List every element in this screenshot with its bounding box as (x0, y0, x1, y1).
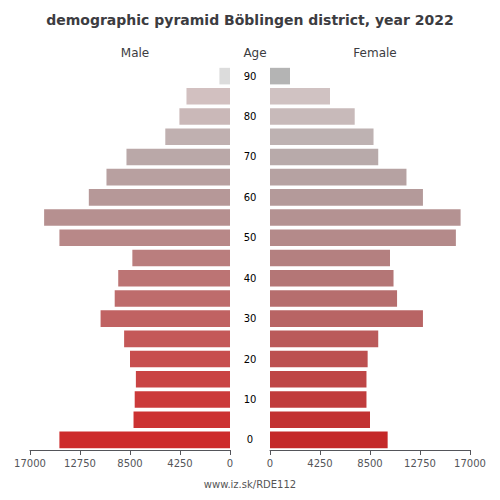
svg-text:30: 30 (244, 313, 257, 324)
svg-text:www.iz.sk/RDE112: www.iz.sk/RDE112 (204, 479, 296, 490)
svg-text:8500: 8500 (117, 458, 142, 469)
svg-text:60: 60 (244, 192, 257, 203)
svg-text:40: 40 (244, 273, 257, 284)
svg-text:20: 20 (244, 354, 257, 365)
svg-text:0: 0 (267, 458, 273, 469)
svg-text:Male: Male (121, 46, 149, 60)
svg-text:80: 80 (244, 111, 257, 122)
svg-text:4250: 4250 (167, 458, 192, 469)
svg-text:demographic pyramid Böblingen: demographic pyramid Böblingen district, … (46, 12, 454, 28)
svg-text:Age: Age (243, 46, 266, 60)
svg-text:12750: 12750 (404, 458, 436, 469)
svg-text:50: 50 (244, 232, 257, 243)
svg-text:12750: 12750 (64, 458, 96, 469)
svg-text:4250: 4250 (307, 458, 332, 469)
svg-text:17000: 17000 (454, 458, 486, 469)
svg-text:8500: 8500 (357, 458, 382, 469)
svg-text:70: 70 (244, 151, 257, 162)
svg-text:Female: Female (353, 46, 396, 60)
svg-text:0: 0 (227, 458, 233, 469)
svg-text:10: 10 (244, 394, 257, 405)
svg-text:17000: 17000 (14, 458, 46, 469)
svg-text:0: 0 (247, 434, 253, 445)
svg-text:90: 90 (244, 71, 257, 82)
